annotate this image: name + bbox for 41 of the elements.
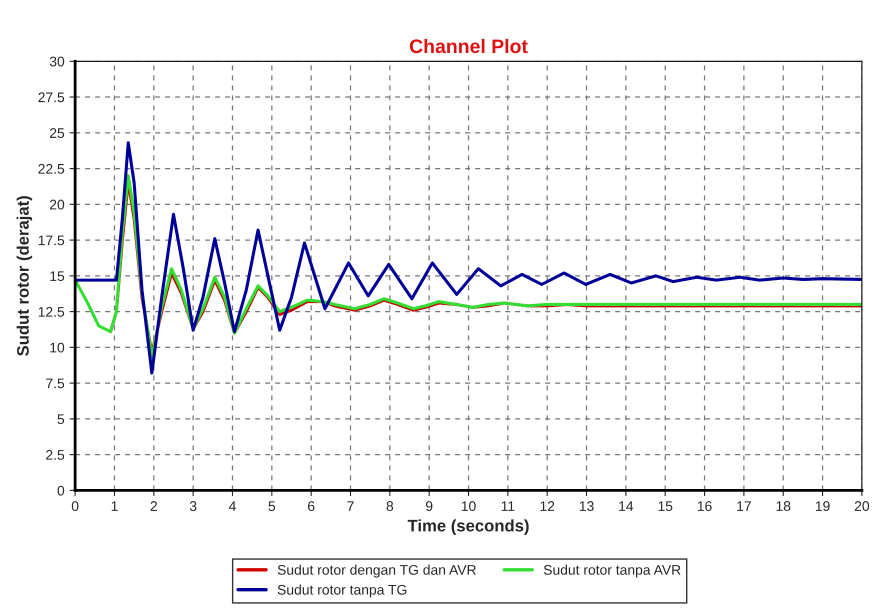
y-tick-label: 20	[50, 200, 64, 210]
y-tick-label: 27.5	[38, 92, 64, 102]
x-tick-label: 8	[386, 501, 394, 512]
x-tick-label: 3	[190, 501, 196, 512]
legend-label: Sudut rotor tanpa AVR	[544, 564, 681, 578]
x-tick-label: 12	[540, 501, 554, 511]
legend-label: Sudut rotor tanpa TG	[278, 584, 406, 598]
x-tick-label: 2	[150, 501, 157, 511]
x-tick-label: 13	[580, 501, 594, 512]
y-tick-label: 17.5	[38, 236, 64, 246]
x-tick-label: 17	[737, 501, 751, 511]
x-tick-label: 7	[347, 501, 354, 511]
y-tick-label: 12.5	[38, 306, 64, 317]
line-series	[75, 141, 862, 375]
x-tick-label: 5	[268, 501, 276, 512]
x-tick-label: 18	[776, 501, 790, 512]
x-tick-label: 0	[72, 501, 78, 512]
x-axis-title: Time (seconds)	[408, 519, 529, 535]
y-tick-label: 25	[50, 128, 64, 138]
y-tick-label: 5	[58, 414, 64, 424]
y-tick-label: 30	[50, 56, 64, 66]
y-tick-label: 7.5	[46, 378, 64, 388]
x-tick-label: 1	[112, 501, 118, 511]
x-tick-label: 19	[816, 501, 830, 512]
y-tick-label: 10	[50, 342, 64, 353]
x-tick-label: 14	[619, 501, 634, 511]
x-tick-label: 15	[658, 501, 672, 512]
chart-title: Channel Plot	[410, 38, 528, 54]
x-tick-label: 6	[308, 501, 314, 512]
x-tick-label: 16	[698, 501, 712, 512]
x-tick-label: 9	[426, 501, 432, 512]
legend-label: Sudut rotor dengan TG dan AVR	[278, 564, 476, 578]
y-tick-label: 2.5	[46, 450, 64, 460]
y-tick-label: 22.5	[38, 164, 64, 174]
y-tick-label: 15	[50, 271, 64, 282]
x-tick-label: 4	[228, 501, 236, 511]
y-tick-label: 0	[58, 486, 64, 496]
x-tick-label: 20	[854, 501, 870, 512]
x-tick-label: 11	[502, 501, 514, 511]
y-axis-title: Sudut rotor (derajat)	[16, 196, 32, 356]
x-tick-label: 10	[462, 501, 476, 512]
